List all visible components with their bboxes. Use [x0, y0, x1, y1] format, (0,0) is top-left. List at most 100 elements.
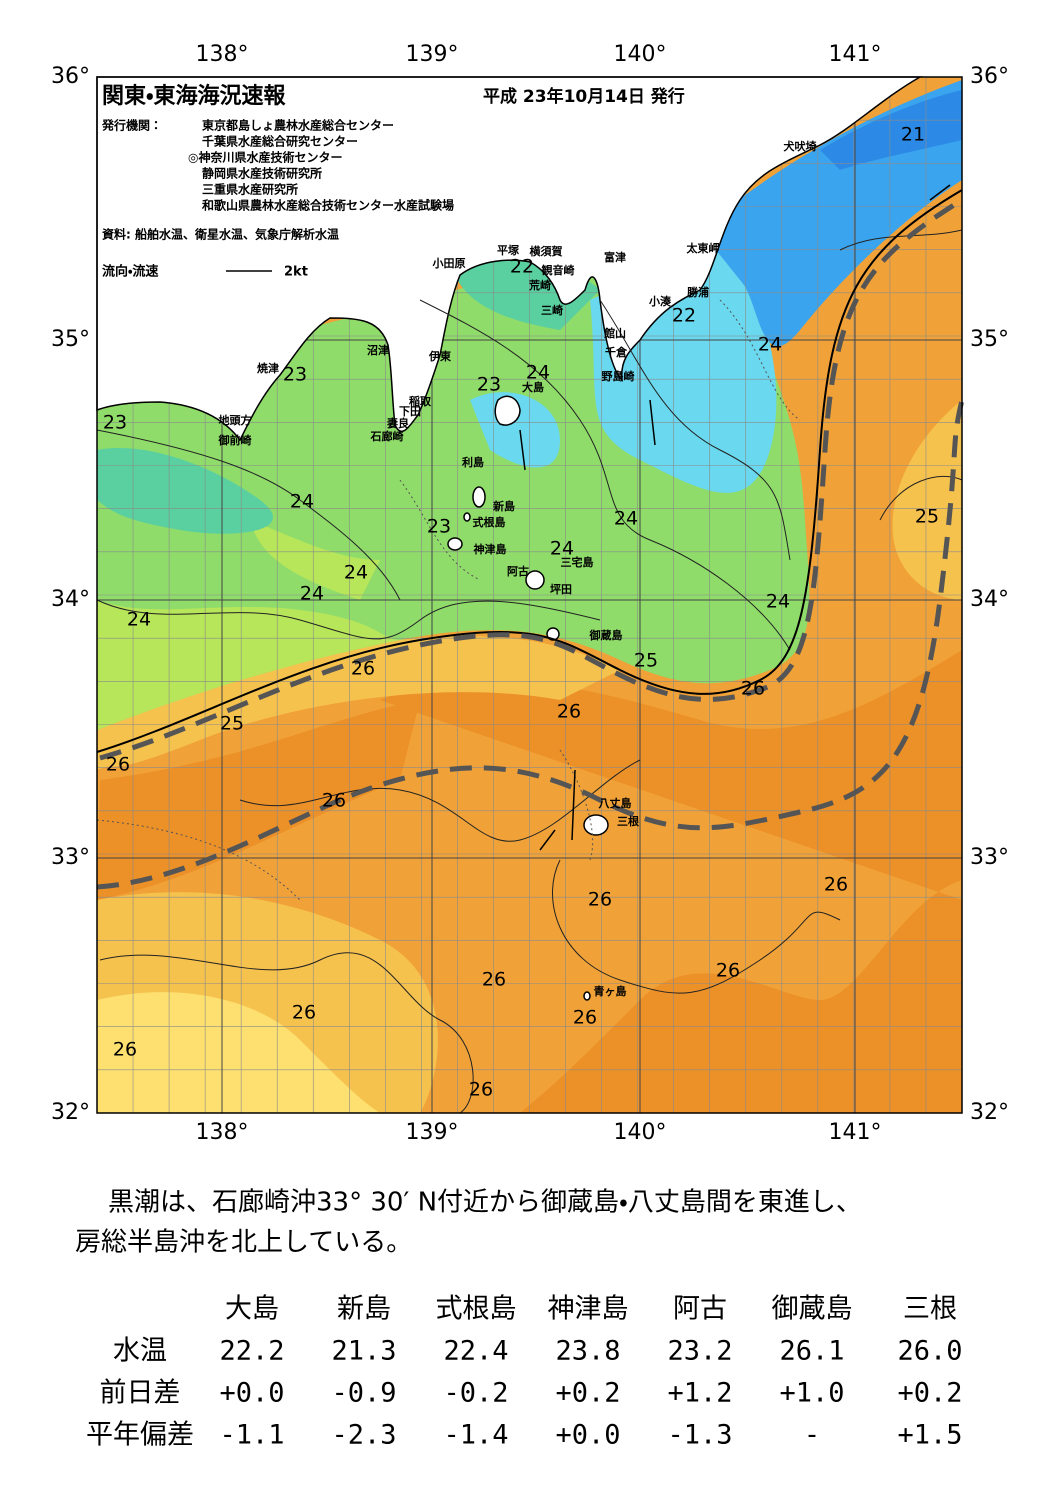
- place-name: 小湊: [648, 294, 672, 308]
- table-cell: -1.4: [443, 1420, 508, 1451]
- table-header: 式根島: [436, 1294, 517, 1325]
- place-name: 新島: [492, 499, 515, 513]
- temperature-label: 26: [113, 1039, 137, 1061]
- isotherm: [99, 952, 474, 1114]
- place-name: 横須賀: [530, 244, 563, 258]
- island: [583, 991, 591, 1001]
- place-name: 石廊崎: [370, 429, 404, 443]
- table-cell: 21.3: [331, 1336, 396, 1367]
- row-label: 平年偏差: [86, 1420, 194, 1451]
- temperature-label: 23: [103, 412, 127, 434]
- temperature-label: 24: [290, 491, 314, 513]
- place-name: 伊東: [428, 349, 452, 363]
- table-header: 御蔵島: [772, 1294, 853, 1325]
- temperature-label: 26: [351, 658, 375, 680]
- isotherm: [599, 299, 791, 561]
- publisher: 東京都島しょ農林水産総合センター: [202, 118, 394, 133]
- depth-contour: [399, 479, 481, 581]
- table-header: 大島: [225, 1294, 279, 1325]
- table-header: 神津島: [548, 1294, 629, 1325]
- place-name: 三宅島: [561, 555, 594, 569]
- longitude-label: 139°: [406, 1120, 459, 1145]
- depth-contour: [96, 819, 301, 901]
- table-cell: 23.2: [667, 1336, 732, 1367]
- temperature-label: 26: [322, 790, 346, 812]
- table-header: 阿古: [673, 1294, 727, 1325]
- isotherm: [96, 599, 601, 640]
- latitude-label: 34°: [970, 587, 1009, 612]
- temperature-label: 24: [614, 508, 638, 530]
- latitude-label: 32°: [970, 1100, 1009, 1125]
- island: [472, 486, 486, 508]
- latitude-label: 32°: [51, 1100, 90, 1125]
- temperature-label: 24: [127, 609, 151, 631]
- table-cell: -1.1: [219, 1420, 284, 1451]
- place-name: 妻良: [387, 416, 410, 430]
- temperature-label: 26: [588, 889, 612, 911]
- place-name: 稲取: [409, 394, 432, 408]
- isotherm: [96, 429, 401, 601]
- table-cell: 26.0: [897, 1336, 962, 1367]
- place-name: 阿古: [507, 564, 529, 578]
- temperature-label: 25: [915, 506, 939, 528]
- temperature-label: 24: [550, 538, 574, 560]
- place-name: 八丈島: [599, 796, 632, 810]
- place-name: 太東岬: [686, 241, 720, 255]
- place-name: 坪田: [550, 583, 572, 596]
- island: [525, 570, 545, 590]
- description-line: 房総半島沖を北上している。: [75, 1228, 412, 1258]
- place-name: 富津: [604, 250, 626, 264]
- temperature-label: 25: [634, 650, 658, 672]
- table-cell: -: [804, 1420, 820, 1451]
- flow-arrow: [519, 429, 526, 471]
- depth-contour: [559, 749, 594, 861]
- temperature-label: 26: [469, 1079, 493, 1101]
- table-header: 新島: [337, 1294, 391, 1325]
- flow-arrow: [649, 399, 656, 446]
- table-cell: +0.0: [219, 1378, 284, 1409]
- isotherm: [552, 859, 841, 994]
- table-cell: +1.0: [779, 1378, 844, 1409]
- temperature-label: 24: [766, 591, 790, 613]
- place-name: 観音崎: [542, 263, 575, 277]
- temperature-label: 25: [220, 713, 244, 735]
- publisher: 千葉県水産総合研究センター: [202, 134, 358, 149]
- izu-oshima: [494, 395, 521, 426]
- latitude-label: 35°: [970, 327, 1009, 352]
- table-cell: 22.4: [443, 1336, 508, 1367]
- place-name: 荒崎: [528, 278, 551, 292]
- temperature-label: 24: [344, 562, 368, 584]
- publisher: 和歌山県農林水産総合技術センター水産試験場: [201, 198, 454, 213]
- place-name: 沼津: [367, 343, 389, 357]
- map-frame: [96, 76, 963, 1114]
- row-label: 水温: [113, 1336, 167, 1367]
- table-cell: -0.2: [443, 1378, 508, 1409]
- map-title: 関東・東海海況速報: [102, 83, 286, 109]
- table-cell: +0.0: [555, 1420, 620, 1451]
- place-name: 利島: [462, 455, 484, 469]
- place-name: 三崎: [541, 303, 563, 317]
- table-cell: +0.2: [555, 1378, 620, 1409]
- flow-scale: 2kt: [284, 265, 308, 280]
- latitude-label: 33°: [51, 845, 90, 870]
- place-name: 御前崎: [218, 433, 252, 447]
- place-name: 勝浦: [687, 285, 709, 299]
- latitude-label: 36°: [970, 64, 1009, 89]
- temperature-label: 23: [427, 516, 451, 538]
- table-cell: -2.3: [331, 1420, 396, 1451]
- row-label: 前日差: [100, 1378, 181, 1409]
- temperature-label: 26: [824, 874, 848, 896]
- publisher-label: 発行機関：: [101, 118, 162, 133]
- publisher: 三重県水産研究所: [202, 182, 298, 197]
- temperature-label: 24: [526, 362, 550, 384]
- temperature-label: 23: [283, 364, 307, 386]
- longitude-label: 140°: [614, 1120, 667, 1145]
- table-header: 三根: [903, 1294, 957, 1325]
- longitude-label: 139°: [406, 42, 459, 67]
- flow-legend: 流向・流速: [102, 264, 158, 280]
- place-name: 青ヶ島: [594, 984, 627, 998]
- place-name: 地頭方: [219, 413, 252, 427]
- isotherm: [239, 759, 641, 842]
- island: [583, 814, 609, 836]
